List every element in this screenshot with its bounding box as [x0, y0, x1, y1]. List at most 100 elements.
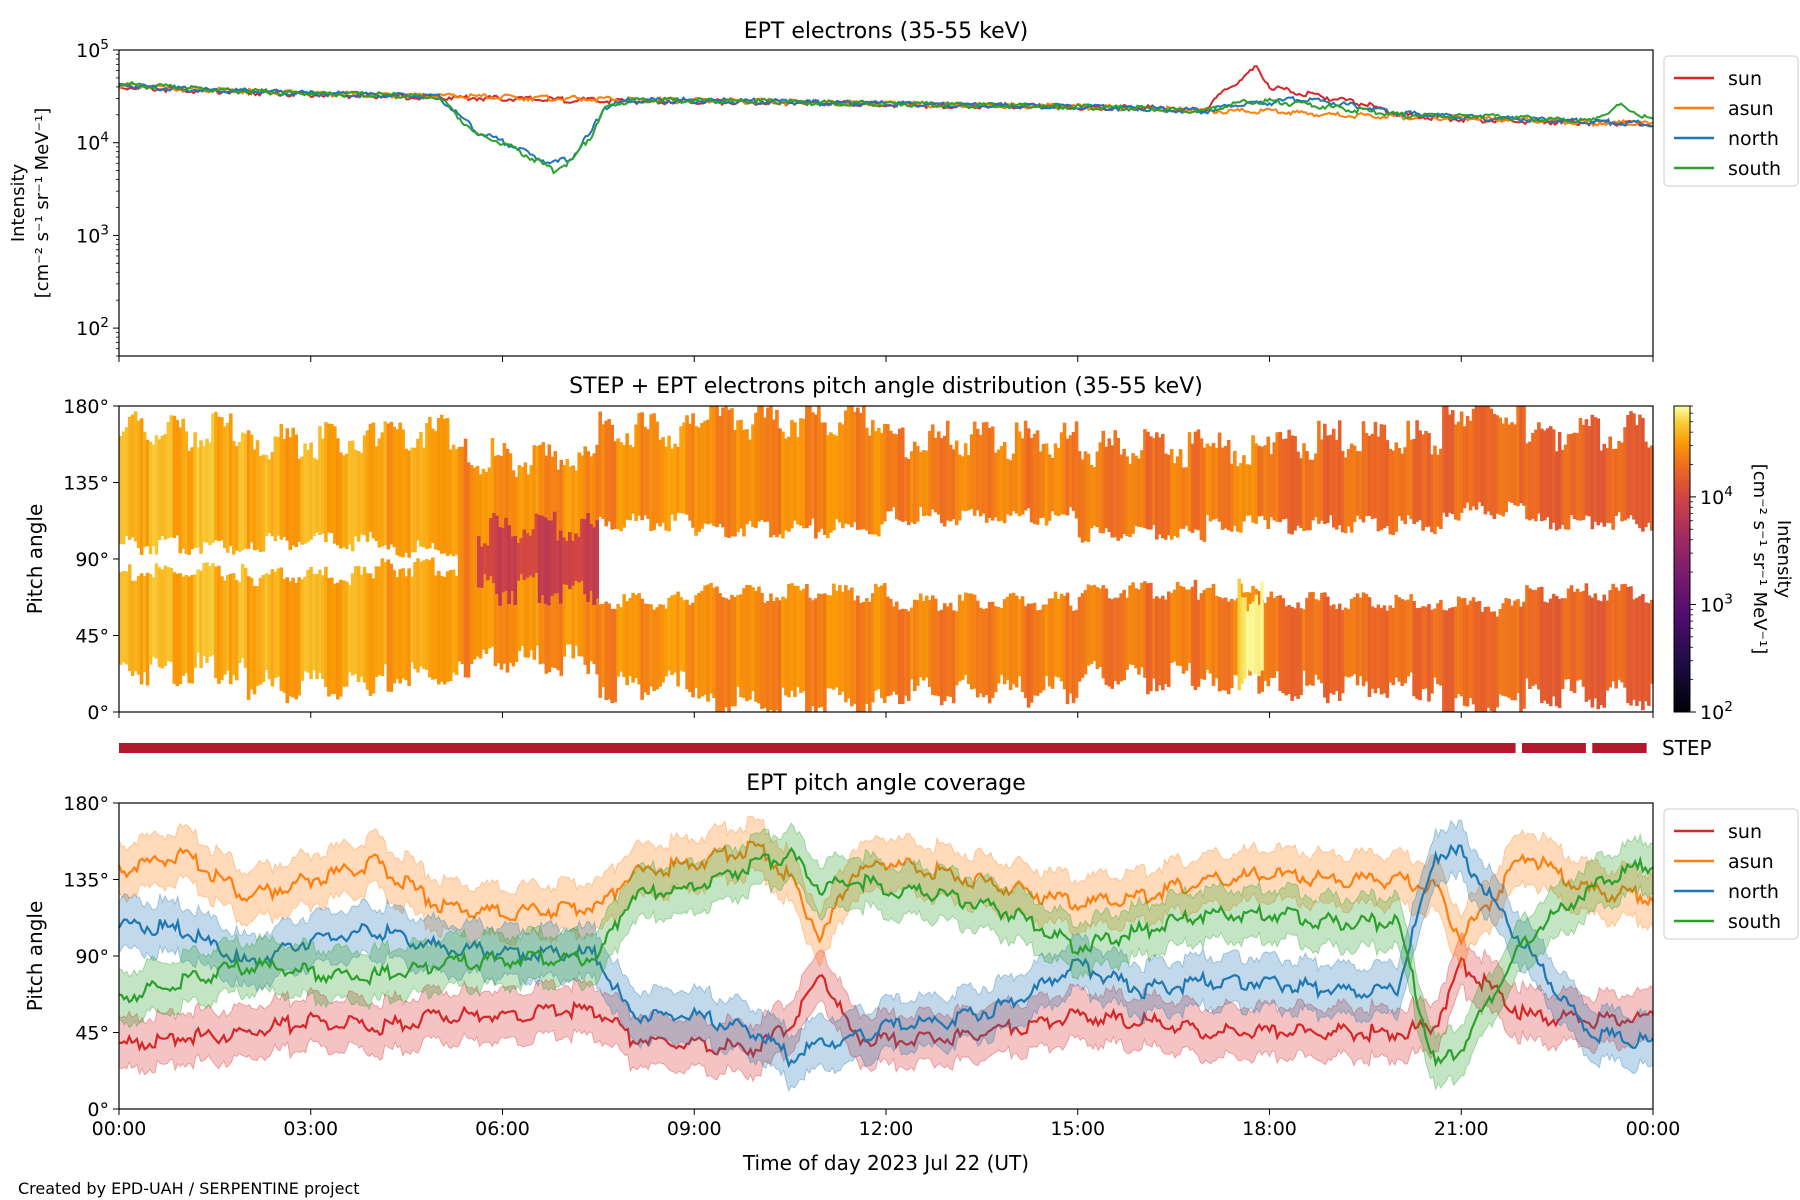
pad-cell — [1367, 597, 1372, 697]
pad-cell — [903, 609, 908, 696]
pad-cell — [1626, 586, 1630, 704]
pad-cell — [906, 611, 911, 701]
pad-cell — [1059, 593, 1064, 682]
pad-cell — [531, 529, 536, 578]
pad-cell — [1364, 432, 1369, 517]
pad-cell — [1572, 591, 1577, 694]
pad-cell — [395, 577, 400, 680]
pad-cell — [954, 440, 959, 526]
pad-cell — [634, 424, 638, 522]
pad-cell — [1248, 464, 1252, 516]
pad-cell — [439, 414, 444, 554]
pad-cell — [951, 610, 956, 704]
pad-cell — [1014, 422, 1019, 514]
pad-cell — [142, 575, 147, 673]
pad-cell — [1263, 445, 1268, 521]
pad-cell — [359, 574, 364, 677]
pad-cell — [386, 423, 391, 550]
pad-cell — [679, 426, 683, 514]
pad-cell — [1504, 598, 1508, 697]
pad-cell — [347, 584, 352, 673]
pad-cell — [1163, 599, 1168, 684]
pad-cell — [303, 576, 307, 672]
pad-cell — [1430, 454, 1434, 533]
pad-y-axis: 0° 45° 90° 135° 180° — [63, 396, 119, 724]
pad-cell — [1038, 609, 1043, 693]
pad-cell — [817, 406, 821, 532]
pad-cell — [969, 434, 974, 510]
pad-cell — [273, 436, 278, 542]
pad-cell — [1584, 419, 1589, 516]
pad-cell — [1211, 442, 1216, 520]
pad-cell — [1382, 605, 1387, 694]
pad-cell — [1516, 599, 1520, 694]
pad-cell — [685, 415, 689, 515]
pad-cell — [1355, 593, 1360, 686]
pad-cell — [649, 414, 653, 532]
pad-cell — [1169, 449, 1174, 540]
pad-cell — [1178, 449, 1183, 529]
pad-cell — [1537, 587, 1541, 690]
pad-cell — [766, 600, 770, 712]
pad-cell — [1638, 414, 1642, 529]
pad-cell — [1293, 608, 1297, 697]
pad-cell — [410, 447, 414, 553]
pad-cell — [1483, 406, 1488, 515]
pad-cell — [1474, 406, 1479, 510]
pad-cell — [347, 440, 352, 545]
pad-cell — [1525, 585, 1529, 679]
pad-cell — [1358, 451, 1363, 520]
pad-cell — [805, 406, 809, 529]
pad-cell — [574, 533, 578, 581]
pad-cell — [1513, 600, 1517, 701]
pad-cell — [918, 593, 923, 678]
pad-cell — [163, 565, 168, 666]
pad-cell — [1017, 599, 1022, 677]
pad-cell — [745, 429, 749, 525]
pad-cell — [231, 441, 236, 555]
pad-cell — [1617, 440, 1621, 513]
pad-cell — [1071, 431, 1076, 511]
pad-cell — [963, 592, 968, 676]
pad-cell — [1202, 447, 1207, 542]
pad-cell — [279, 567, 284, 691]
pad-cell — [757, 586, 761, 704]
pad-cell — [1436, 454, 1440, 527]
colorbar-label-line2: [cm⁻² s⁻¹ sr⁻¹ MeV⁻¹] — [1749, 464, 1770, 655]
pad-cell — [187, 576, 191, 684]
pad-cell — [1232, 450, 1237, 526]
pad-cell — [844, 585, 848, 703]
pad-cell — [1498, 609, 1503, 695]
pad-cell — [787, 584, 791, 698]
pad-cell — [1205, 587, 1210, 670]
pad-cell — [1504, 417, 1508, 513]
pad-cell — [291, 427, 295, 546]
pad-cell — [549, 520, 554, 596]
pad-cell — [1554, 595, 1559, 707]
pad-cell — [1557, 599, 1562, 708]
pad-cell — [291, 577, 295, 698]
pad-cell — [169, 567, 174, 663]
pad-cell — [850, 587, 854, 707]
pad-cell — [859, 603, 863, 712]
pad-cell — [1400, 599, 1404, 687]
pad-cell — [166, 567, 171, 662]
pad-cell — [987, 601, 992, 704]
legend-label-asun: asun — [1728, 851, 1774, 873]
pad-cell — [1287, 604, 1291, 694]
pad-cell — [1534, 590, 1538, 685]
pad-cell — [341, 455, 346, 548]
pad-cell — [900, 427, 905, 522]
pad-cell — [1397, 447, 1402, 517]
pad-cell — [202, 446, 206, 543]
pad-cell — [270, 452, 275, 537]
pad-cell — [1412, 438, 1416, 525]
pad-cell — [826, 594, 830, 689]
pad-cell — [1080, 459, 1085, 543]
pad-cell — [1474, 601, 1479, 712]
pad-cell — [1041, 444, 1046, 518]
pad-cell — [1068, 605, 1073, 694]
pad-cell — [1412, 601, 1416, 697]
pad-cell — [285, 577, 290, 704]
pad-cell — [909, 607, 914, 680]
